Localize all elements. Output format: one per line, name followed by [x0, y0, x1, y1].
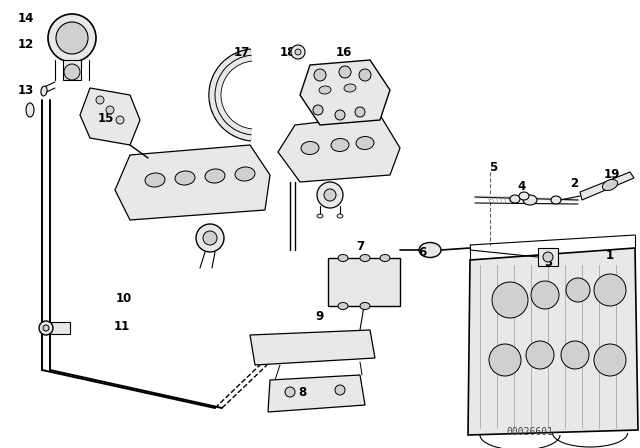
Circle shape — [526, 341, 554, 369]
Circle shape — [594, 274, 626, 306]
Circle shape — [489, 344, 521, 376]
Text: 7: 7 — [356, 240, 364, 253]
Ellipse shape — [337, 214, 343, 218]
Circle shape — [203, 231, 217, 245]
Polygon shape — [250, 330, 375, 365]
Ellipse shape — [510, 195, 520, 203]
Circle shape — [116, 116, 124, 124]
Text: 17: 17 — [234, 46, 250, 59]
Text: 9: 9 — [316, 310, 324, 323]
Circle shape — [561, 341, 589, 369]
Circle shape — [335, 385, 345, 395]
Text: 12: 12 — [18, 38, 34, 51]
Ellipse shape — [523, 195, 537, 205]
Circle shape — [48, 14, 96, 62]
Ellipse shape — [344, 84, 356, 92]
Circle shape — [492, 282, 528, 318]
Bar — [328, 258, 400, 306]
Circle shape — [317, 182, 343, 208]
Circle shape — [291, 45, 305, 59]
Text: 1: 1 — [606, 249, 614, 262]
Circle shape — [106, 106, 114, 114]
Text: 14: 14 — [18, 12, 34, 25]
Circle shape — [43, 325, 49, 331]
Circle shape — [543, 252, 553, 262]
Circle shape — [64, 64, 80, 80]
Circle shape — [335, 110, 345, 120]
Circle shape — [339, 66, 351, 78]
Circle shape — [566, 278, 590, 302]
Ellipse shape — [360, 302, 370, 310]
Circle shape — [314, 69, 326, 81]
Circle shape — [594, 344, 626, 376]
Polygon shape — [580, 172, 634, 200]
Circle shape — [295, 49, 301, 55]
Polygon shape — [115, 145, 270, 220]
Ellipse shape — [235, 167, 255, 181]
Text: 2: 2 — [570, 177, 578, 190]
Polygon shape — [300, 60, 390, 125]
Ellipse shape — [551, 196, 561, 204]
Text: 10: 10 — [116, 292, 132, 305]
Bar — [538, 248, 558, 266]
Circle shape — [56, 22, 88, 54]
Ellipse shape — [331, 138, 349, 151]
Circle shape — [196, 224, 224, 252]
Ellipse shape — [317, 214, 323, 218]
Circle shape — [355, 107, 365, 117]
Ellipse shape — [26, 103, 34, 117]
Text: 4: 4 — [518, 180, 526, 193]
Text: 00026601: 00026601 — [506, 427, 554, 437]
Text: 16: 16 — [336, 46, 352, 59]
Ellipse shape — [380, 254, 390, 262]
Ellipse shape — [338, 302, 348, 310]
Circle shape — [96, 96, 104, 104]
Ellipse shape — [145, 173, 165, 187]
Circle shape — [285, 387, 295, 397]
Bar — [50, 322, 70, 334]
Text: 18: 18 — [280, 46, 296, 59]
Text: 19: 19 — [604, 168, 620, 181]
Ellipse shape — [602, 180, 618, 190]
Ellipse shape — [301, 142, 319, 155]
Ellipse shape — [319, 86, 331, 94]
Text: 5: 5 — [489, 160, 497, 173]
Polygon shape — [80, 88, 140, 145]
Polygon shape — [268, 375, 365, 412]
Ellipse shape — [175, 171, 195, 185]
Polygon shape — [468, 248, 638, 435]
Text: 13: 13 — [18, 83, 34, 96]
Ellipse shape — [419, 242, 441, 258]
Circle shape — [359, 69, 371, 81]
Bar — [63, 60, 81, 80]
Text: 15: 15 — [98, 112, 114, 125]
Text: 6: 6 — [418, 246, 426, 258]
Text: 3: 3 — [544, 255, 552, 268]
Circle shape — [324, 189, 336, 201]
Ellipse shape — [356, 137, 374, 150]
Ellipse shape — [338, 254, 348, 262]
Circle shape — [39, 321, 53, 335]
Text: 8: 8 — [298, 385, 306, 399]
Ellipse shape — [360, 254, 370, 262]
Ellipse shape — [205, 169, 225, 183]
Ellipse shape — [41, 86, 47, 96]
Ellipse shape — [519, 192, 529, 200]
Circle shape — [313, 105, 323, 115]
Circle shape — [531, 281, 559, 309]
Polygon shape — [278, 115, 400, 182]
Text: 11: 11 — [114, 319, 130, 332]
